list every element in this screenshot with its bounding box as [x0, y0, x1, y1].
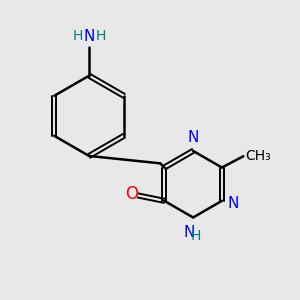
Text: N: N [83, 29, 95, 44]
Text: N: N [228, 196, 239, 211]
Text: N: N [188, 130, 199, 145]
Text: CH₃: CH₃ [246, 148, 272, 163]
Text: N: N [184, 225, 195, 240]
Text: H: H [95, 29, 106, 43]
Text: H: H [73, 29, 83, 43]
Text: O: O [125, 185, 138, 203]
Text: H: H [191, 230, 201, 243]
